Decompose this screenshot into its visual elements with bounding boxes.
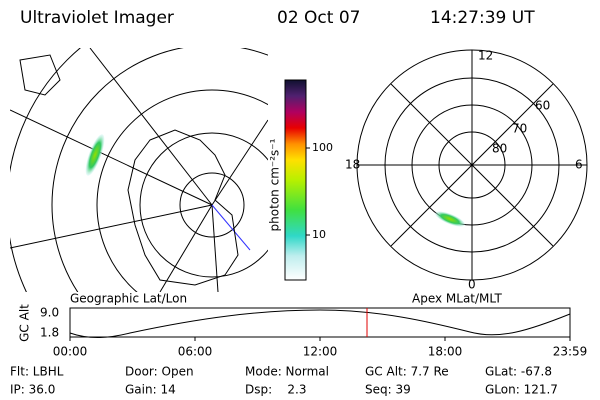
footer-field: Seq: 39 — [365, 383, 411, 397]
x-tick-label: 06:00 — [178, 345, 213, 359]
timeline-ylabel: GC Alt — [18, 304, 32, 342]
footer-field: Flt: LBHL — [10, 365, 64, 379]
timeline-frame — [69, 307, 571, 338]
footer-field: Gain: 14 — [125, 383, 176, 397]
mlt-label: 0 — [468, 278, 476, 292]
footer-field: GLat: -67.8 — [485, 365, 552, 379]
right-caption: Apex MLat/MLT — [412, 292, 502, 306]
date: 02 Oct 07 — [277, 8, 360, 28]
altitude-curve — [69, 309, 571, 338]
polar-map — [356, 49, 588, 281]
x-tick-label: 00:00 — [53, 345, 88, 359]
left-caption: Geographic Lat/Lon — [70, 292, 187, 306]
mlat-label: 70 — [512, 122, 527, 136]
title: Ultraviolet Imager — [20, 8, 174, 28]
x-tick-label: 23:59 — [553, 345, 588, 359]
mlt-label: 18 — [345, 158, 360, 172]
x-tick-label: 18:00 — [428, 345, 463, 359]
cb-label: photon cm⁻²s⁻¹ — [268, 138, 282, 231]
time: 14:27:39 UT — [430, 8, 535, 28]
footer-field: Door: Open — [125, 365, 194, 379]
colorbar — [284, 79, 307, 281]
mlat-label: 60 — [535, 99, 550, 113]
mlt-label: 6 — [575, 158, 583, 172]
footer-field: IP: 36.0 — [10, 383, 55, 397]
x-tick-label: 12:00 — [303, 345, 338, 359]
mlat-label: 80 — [492, 142, 507, 156]
left-map — [10, 48, 268, 292]
footer-field: GLon: 121.7 — [485, 383, 558, 397]
timeline-ytick: 9.0 — [40, 306, 59, 320]
cb-tick-label: 100 — [312, 141, 333, 154]
mlt-label: 12 — [478, 49, 493, 63]
cb-tick-label: 10 — [312, 228, 326, 241]
footer-field: GC Alt: 7.7 Re — [365, 365, 449, 379]
footer-field: Dsp: 2.3 — [245, 383, 307, 397]
timeline-ytick: 1.8 — [40, 326, 59, 340]
footer-field: Mode: Normal — [245, 365, 329, 379]
